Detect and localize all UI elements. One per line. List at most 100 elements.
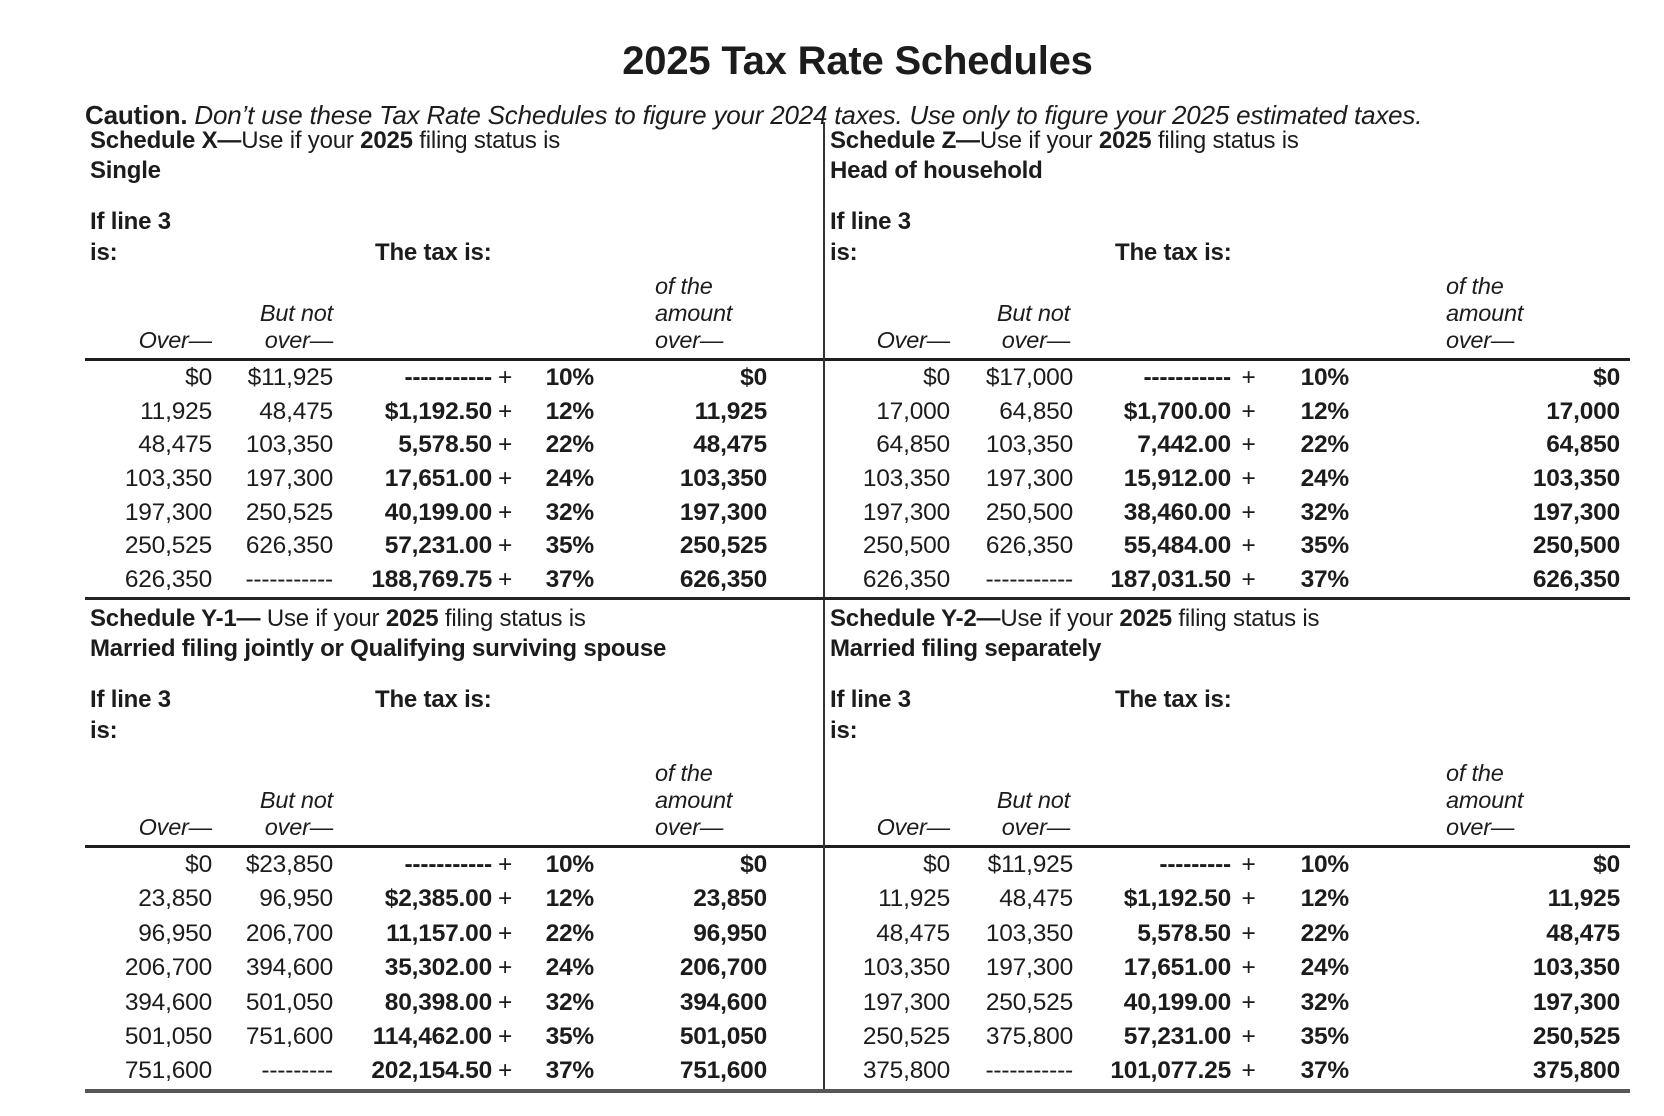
base-tax-cell: 187,031.50 (1110, 565, 1231, 593)
plus-sign: + (1241, 919, 1256, 947)
tax-bracket-row: 11,925 48,475 $1,192.50 +12% 11,925 (825, 882, 1630, 916)
tax-bracket-row: 206,700 394,600 35,302.00 +24% 206,700 (85, 951, 823, 985)
over: over— (264, 813, 333, 840)
schedule-title: Schedule Z—Use if your 2025 filing statu… (830, 127, 1299, 155)
over-cell: 206,700 (124, 954, 212, 982)
schedule-title-text: Use if your (979, 127, 1099, 154)
of-the-amount-over-label: of the amount over— (655, 273, 732, 354)
filing-status: Head of household (830, 157, 1043, 184)
schedule-x-table: $0 $11,925 ----------- +10% $0 11,925 48,475 $1… (85, 361, 823, 597)
schedule-title: Schedule Y-2—Use if your 2025 filing sta… (830, 605, 1319, 633)
base-tax-cell: 55,484.00 (1123, 532, 1231, 560)
but-not-over-cell: ----------- (245, 565, 333, 593)
but-not-over-cell: 96,950 (259, 885, 333, 913)
tax-bracket-row: 17,000 64,850 $1,700.00 +12% 17,000 (825, 395, 1630, 429)
tax-bracket-row: 250,500 626,350 55,484.00 +35% 250,500 (825, 529, 1630, 563)
plus-sign: + (1241, 565, 1256, 593)
base-tax-cell: 188,769.75 (371, 565, 492, 593)
over-cell: 11,925 (878, 885, 950, 913)
over: over— (655, 813, 724, 840)
but-not-over-cell: 197,300 (985, 954, 1073, 982)
amount-over-cell: 64,850 (1546, 431, 1620, 459)
amount-over-cell: 96,950 (693, 919, 767, 947)
but-not-over-cell: 250,525 (985, 988, 1073, 1016)
amount-over-cell: 626,350 (679, 565, 767, 593)
but-not-over-cell: 48,475 (999, 885, 1073, 913)
base-tax-cell: 38,460.00 (1123, 498, 1231, 526)
schedule-name: Schedule Y-2— (830, 604, 1001, 632)
amount: amount (655, 300, 733, 326)
schedule-z-table: $0 $17,000 ----------- +10% $0 17,000 64,850 $1… (825, 361, 1630, 597)
but-not-over-cell: 206,700 (245, 919, 333, 947)
is-label: is: (830, 239, 858, 266)
plus-sign: + (1241, 397, 1256, 425)
schedules-grid: Schedule X—Use if your 2025 filing statu… (85, 122, 1630, 1093)
is-label: is: (90, 239, 118, 266)
schedule-name: Schedule Z— (830, 127, 980, 154)
over-cell: 23,850 (138, 885, 212, 913)
but-not-over-cell: 250,525 (245, 498, 333, 526)
of-the: of the (655, 759, 713, 786)
rate-cell: 32% (1300, 988, 1350, 1016)
but-not-over-cell: --------- (261, 1057, 333, 1085)
tax-bracket-row: 103,350 197,300 15,912.00 +24% 103,350 (825, 462, 1630, 496)
over-cell: 751,600 (124, 1057, 212, 1085)
tax-bracket-row: 11,925 48,475 $1,192.50 +12% 11,925 (85, 395, 823, 429)
tax-bracket-row: 103,350 197,300 17,651.00 +24% 103,350 (85, 462, 823, 496)
plus-sign: + (1241, 1057, 1256, 1085)
schedule-title: Schedule X—Use if your 2025 filing statu… (90, 127, 560, 155)
rate-cell: 10% (1300, 363, 1350, 391)
over-cell: 197,300 (124, 498, 212, 526)
base-tax-cell: 15,912.00 (1123, 464, 1231, 492)
schedule-title-text: Use if your (260, 604, 386, 632)
plus-sign: + (497, 1057, 513, 1085)
base-tax-cell: $2,385.00 (384, 885, 492, 913)
rate-cell: 12% (1300, 885, 1350, 913)
but-not-over-cell: $11,925 (247, 363, 334, 391)
amount-over-cell: 394,600 (679, 988, 767, 1016)
schedule-z-header: Schedule Z—Use if your 2025 filing statu… (825, 122, 1630, 361)
over: over— (1001, 327, 1070, 353)
amount: amount (655, 786, 733, 813)
base-tax-cell: 40,199.00 (1123, 988, 1231, 1016)
the-tax-is-label: The tax is: (375, 685, 492, 713)
but-not-over-cell: 626,350 (985, 532, 1073, 560)
but-not-over-cell: 103,350 (985, 919, 1073, 947)
plus-sign: + (497, 363, 513, 391)
schedule-title: Schedule Y-1— Use if your 2025 filing st… (90, 605, 586, 633)
rate-cell: 32% (1300, 498, 1350, 526)
over: Over— (138, 327, 213, 353)
schedule-title-rest: filing status is (412, 127, 561, 154)
rate-cell: 22% (545, 919, 595, 947)
schedule-y2-table: $0 $11,925 --------- +10% $0 11,925 48,475 $1,1… (825, 848, 1630, 1089)
over-cell: 250,525 (862, 1022, 950, 1050)
base-tax-cell: ----------- (404, 363, 492, 391)
amount: amount (1446, 786, 1524, 813)
schedule-year: 2025 (385, 604, 439, 632)
but-not-over-label: But not over— (825, 787, 1070, 841)
rate-cell: 35% (1300, 532, 1350, 560)
rate-cell: 12% (545, 885, 595, 913)
but-not-over-cell: ----------- (985, 565, 1073, 593)
over: Over— (876, 327, 951, 353)
base-tax-cell: 57,231.00 (1123, 1022, 1231, 1050)
base-tax-cell: 57,231.00 (384, 532, 492, 560)
but-not-over-cell: 751,600 (245, 1022, 333, 1050)
schedule-y1-table: $0 $23,850 ----------- +10% $0 23,850 96,950 $2… (85, 848, 823, 1089)
over-cell: 250,525 (124, 532, 212, 560)
base-tax-cell: 101,077.25 (1110, 1057, 1231, 1085)
plus-sign: + (497, 532, 513, 560)
amount-over-cell: $0 (740, 363, 767, 391)
schedule-y1-header: Schedule Y-1— Use if your 2025 filing st… (85, 600, 823, 848)
amount-over-cell: 250,525 (679, 532, 767, 560)
base-tax-cell: 5,578.50 (1137, 919, 1231, 947)
rate-cell: 10% (1300, 851, 1350, 878)
tax-bracket-row: 197,300 250,525 40,199.00 +32% 197,300 (85, 496, 823, 530)
base-tax-cell: 80,398.00 (384, 988, 492, 1016)
but-not-over-cell: 103,350 (245, 431, 333, 459)
tax-bracket-row: 375,800 ----------- 101,077.25 +37% 375,800 (825, 1054, 1630, 1088)
schedule-year: 2025 (360, 127, 413, 154)
over-cell: 501,050 (124, 1022, 212, 1050)
of-the-amount-over-label: of the amount over— (1446, 760, 1523, 841)
